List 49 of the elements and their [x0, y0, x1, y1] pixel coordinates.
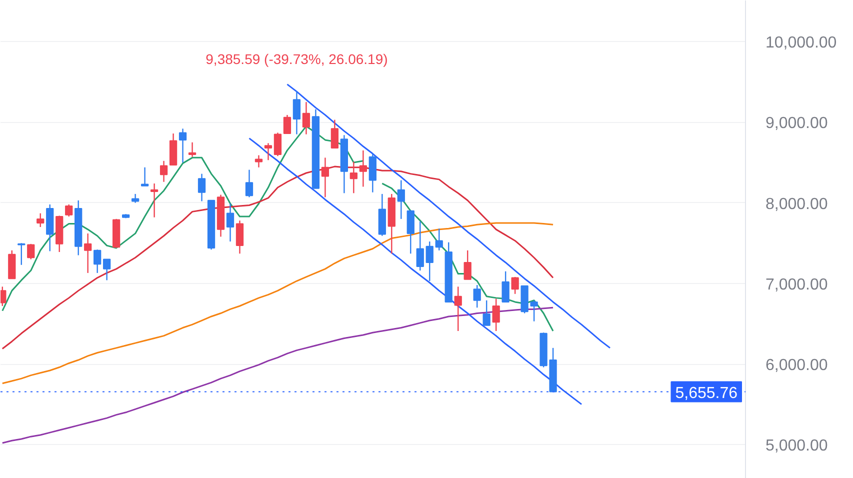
candlestick [94, 248, 102, 274]
candlestick [330, 119, 339, 149]
candlestick [150, 182, 158, 218]
candlestick [36, 212, 44, 228]
candlestick [245, 169, 254, 198]
line-series [2, 222, 554, 384]
candlestick [464, 250, 472, 280]
candlestick [198, 173, 206, 202]
candlestick [302, 101, 310, 135]
annotation: 9,385.59 (-39.73%, 26.06.19) [206, 51, 388, 68]
candlestick [426, 240, 434, 282]
y-tick-label: 10,000.00 [766, 34, 837, 52]
y-tick-label: 7,000.00 [766, 276, 828, 294]
candlestick [397, 180, 405, 220]
line-series [2, 166, 554, 350]
candlestick [65, 204, 73, 218]
candlestick [140, 166, 149, 186]
candlestick [292, 90, 301, 135]
candlestick [274, 132, 282, 157]
candlestick [368, 153, 376, 193]
candlestick [178, 128, 187, 164]
candlestick [160, 160, 168, 182]
candlestick [435, 228, 443, 251]
candlestick [283, 114, 292, 134]
candlestick [416, 220, 424, 272]
candlestick [473, 284, 481, 308]
y-tick-label: 9,000.00 [766, 115, 828, 132]
candlestick [188, 142, 196, 158]
candlestick [103, 258, 111, 281]
ref-line-label: 5,655.76 [675, 384, 738, 402]
candlestick [454, 286, 462, 332]
candlestick [511, 276, 519, 295]
candlestick [482, 300, 490, 326]
candlestick [502, 270, 510, 303]
candlestick [226, 203, 234, 242]
line-series [286, 84, 611, 349]
y-tick-label: 8,000.00 [766, 196, 828, 213]
candlestick [350, 161, 358, 194]
candlestick [84, 232, 92, 274]
candlestick [359, 150, 367, 188]
y-tick-label: 5,000.00 [766, 438, 828, 455]
candlestick [264, 142, 272, 161]
candlestick [321, 157, 330, 198]
candlestick [27, 243, 35, 260]
candlestick [406, 210, 414, 254]
candlestick [492, 298, 500, 332]
line-series [2, 306, 554, 444]
y-tick-label: 6,000.00 [766, 357, 828, 374]
candlestick [236, 220, 244, 254]
